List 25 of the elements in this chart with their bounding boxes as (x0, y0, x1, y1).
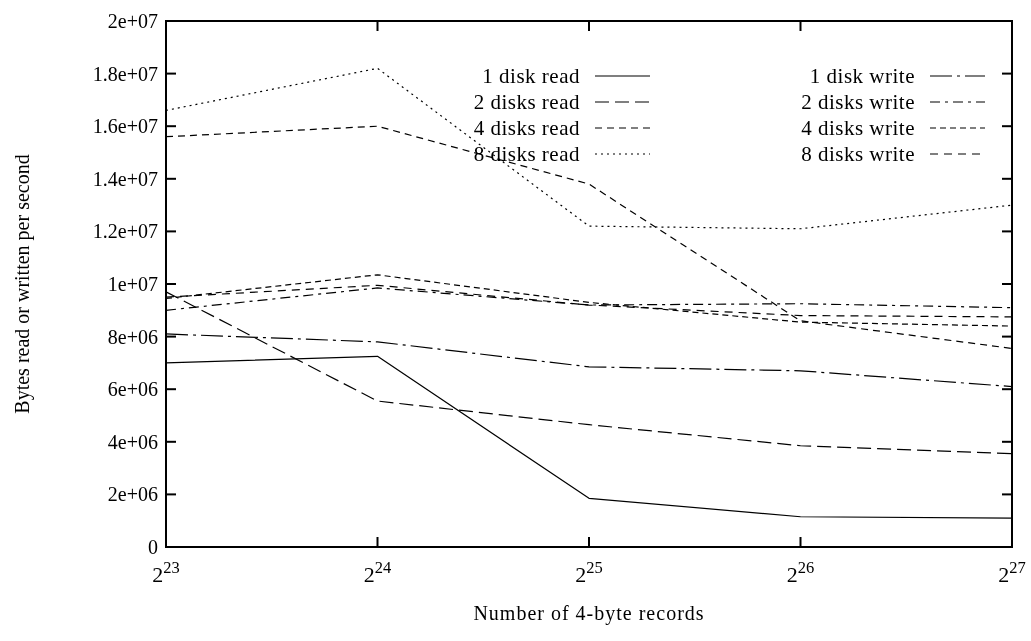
y-tick-label: 2e+07 (107, 10, 158, 32)
y-tick-label: 1e+07 (107, 273, 158, 295)
y-tick-label: 8e+06 (107, 325, 158, 348)
x-tick-label: 2$^{27}$ (998, 557, 1026, 587)
y-tick-label: 0 (148, 536, 158, 558)
y-tick-label: 2e+06 (107, 483, 158, 506)
x-tick-label: 2$^{23}$ (152, 557, 180, 587)
x-tick-label: 2$^{24}$ (363, 557, 392, 587)
x-tick-label: 2$^{25}$ (575, 557, 603, 587)
legend-label: 8 disks write (801, 142, 915, 167)
y-tick-label: 1.2e+07 (92, 220, 158, 243)
y-tick-label: 4e+06 (107, 430, 158, 453)
legend-label: 2 disks write (801, 90, 915, 115)
legend-label: 2 disks read (473, 90, 580, 115)
y-tick-label: 6e+06 (107, 378, 158, 401)
y-tick-label: 1.6e+07 (92, 115, 158, 138)
legend-label: 1 disk write (809, 64, 915, 89)
legend-label: 4 disks read (473, 116, 580, 141)
x-axis-title: Number of 4-byte records (473, 602, 705, 625)
y-axis-title: Bytes read or written per second (11, 154, 34, 414)
x-tick-label: 2$^{26}$ (786, 557, 815, 587)
y-tick-label: 1.4e+07 (92, 167, 158, 190)
y-tick-label: 1.8e+07 (92, 62, 158, 85)
legend-label: 1 disk read (482, 64, 580, 89)
legend-label: 4 disks write (801, 116, 915, 141)
